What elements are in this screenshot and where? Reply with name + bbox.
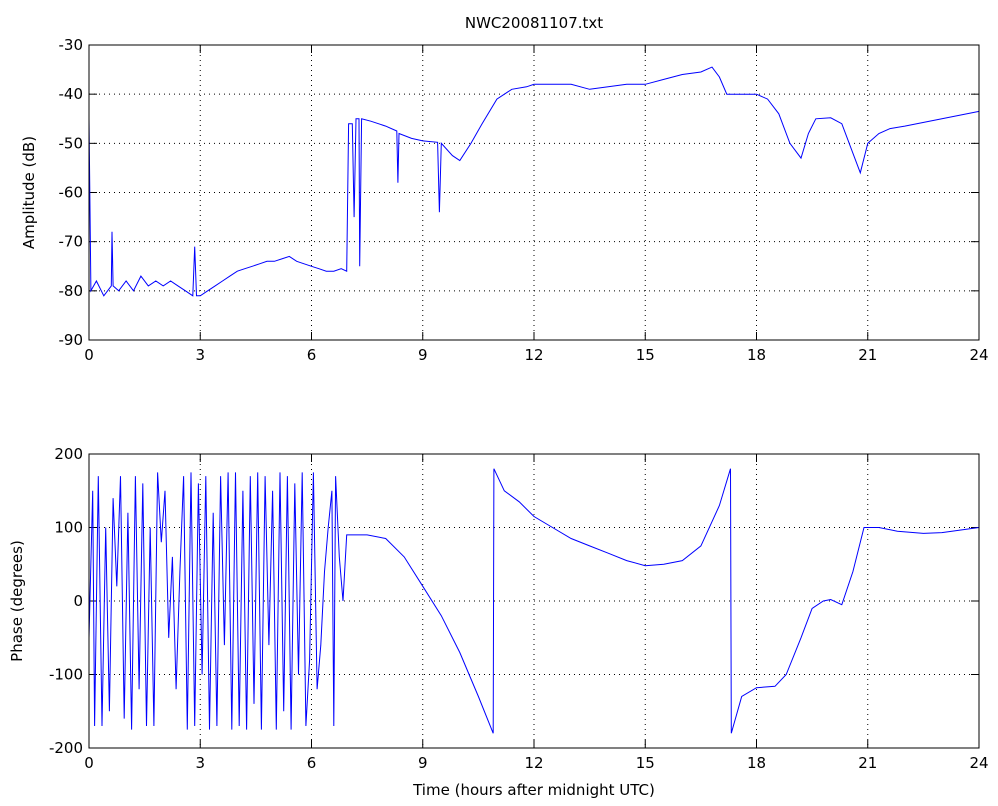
y-tick-label: -100	[49, 666, 83, 684]
x-tick-label: 6	[307, 754, 317, 772]
x-tick-label: 24	[969, 346, 988, 364]
x-tick-label: 12	[524, 754, 543, 772]
x-tick-label: 0	[84, 754, 94, 772]
y-tick-label: -90	[59, 331, 84, 349]
x-tick-label: 9	[418, 754, 428, 772]
y-axis-label: Phase (degrees)	[8, 540, 26, 662]
y-axis-label: Amplitude (dB)	[20, 136, 38, 249]
y-tick-label: 100	[54, 519, 83, 537]
data-line	[88, 468, 980, 734]
x-tick-label: 15	[636, 346, 655, 364]
x-tick-label: 3	[195, 346, 205, 364]
plot-frame	[88, 44, 980, 341]
plot-frame	[88, 453, 980, 749]
y-tick-label: 0	[73, 592, 83, 610]
x-tick-label: 12	[524, 346, 543, 364]
x-tick-label: 6	[307, 346, 317, 364]
chart-title: NWC20081107.txt	[465, 14, 603, 32]
x-tick-label: 15	[636, 754, 655, 772]
data-line	[88, 66, 980, 297]
x-tick-label: 9	[418, 346, 428, 364]
y-tick-label: -40	[59, 85, 84, 103]
x-tick-label: 18	[747, 346, 766, 364]
y-tick-label: -50	[59, 134, 84, 152]
x-axis-label: Time (hours after midnight UTC)	[412, 781, 655, 799]
x-tick-label: 21	[858, 346, 877, 364]
y-tick-label: 200	[54, 445, 83, 463]
y-tick-label: -30	[59, 36, 84, 54]
x-tick-label: 0	[84, 346, 94, 364]
x-tick-label: 3	[195, 754, 205, 772]
x-tick-label: 18	[747, 754, 766, 772]
y-tick-label: -60	[59, 184, 84, 202]
y-tick-label: -200	[49, 739, 83, 757]
y-tick-label: -70	[59, 233, 84, 251]
x-tick-label: 21	[858, 754, 877, 772]
y-tick-label: -80	[59, 282, 84, 300]
x-tick-label: 24	[969, 754, 988, 772]
